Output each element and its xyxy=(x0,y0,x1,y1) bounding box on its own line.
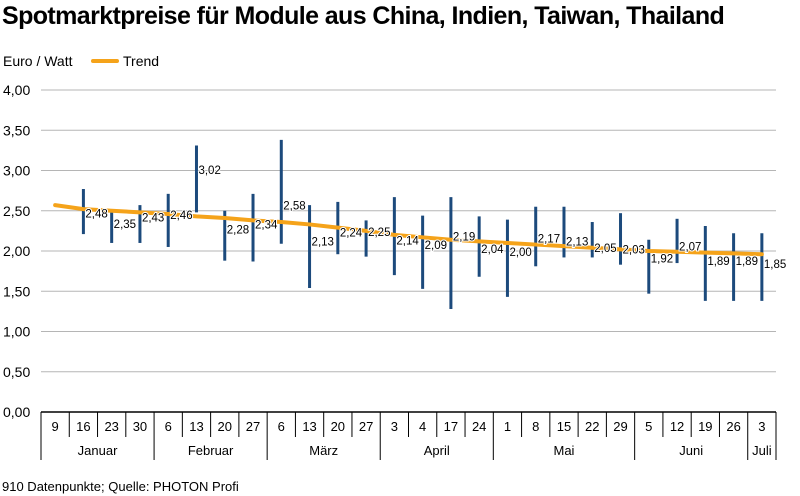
y-tick-label: 3,00 xyxy=(3,163,30,179)
x-week-label: 27 xyxy=(246,419,260,434)
data-label: 2,28 xyxy=(227,224,249,236)
y-tick-label: 0,50 xyxy=(3,364,30,380)
x-week-label: 15 xyxy=(557,419,571,434)
gridlines xyxy=(41,89,776,373)
data-label: 2,09 xyxy=(425,240,447,252)
y-tick-label: 3,50 xyxy=(3,122,30,138)
x-week-label: 12 xyxy=(670,419,684,434)
x-month-label: Februar xyxy=(188,443,234,458)
data-label: 3,02 xyxy=(198,165,220,177)
legend-trend-label: Trend xyxy=(123,53,159,69)
data-label: 2,24 xyxy=(340,228,363,240)
data-label: 1,89 xyxy=(736,256,758,268)
data-label: 2,35 xyxy=(114,219,136,231)
source-note: 910 Datenpunkte; Quelle: PHOTON Profi xyxy=(2,479,239,494)
data-label: 2,07 xyxy=(679,241,701,253)
data-label: 2,13 xyxy=(312,237,334,249)
data-label: 2,46 xyxy=(170,210,192,222)
x-week-label: 19 xyxy=(698,419,712,434)
y-axis-label: Euro / Watt xyxy=(3,53,73,69)
data-label: 2,19 xyxy=(453,232,475,244)
range-bars xyxy=(81,139,764,309)
x-week-label: 3 xyxy=(391,419,398,434)
x-week-label: 27 xyxy=(359,419,373,434)
x-week-label: 30 xyxy=(133,419,147,434)
data-label: 2,58 xyxy=(283,200,305,212)
x-axis: 9 16 23 30 6 13 20 27 6 13 20 27 3 4 17 24 1 8 15 22 29 5 12 19… xyxy=(40,411,777,460)
data-label: 2,25 xyxy=(368,227,390,239)
x-week-label: 29 xyxy=(613,419,627,434)
x-week-label: 26 xyxy=(726,419,740,434)
data-label: 2,14 xyxy=(396,236,419,248)
data-label: 2,17 xyxy=(538,233,560,245)
chart-title: Spotmarktpreise für Module aus China, In… xyxy=(2,2,725,30)
x-week-label: 13 xyxy=(302,419,316,434)
x-week-label: 8 xyxy=(532,419,539,434)
x-month-label: März xyxy=(309,443,338,458)
x-week-label: 20 xyxy=(218,419,232,434)
data-label: 2,34 xyxy=(255,220,278,232)
x-week-label: 20 xyxy=(331,419,345,434)
x-week-label: 16 xyxy=(76,419,90,434)
x-week-label: 13 xyxy=(189,419,203,434)
y-tick-label: 1,00 xyxy=(3,324,30,340)
x-month-label: Mai xyxy=(554,443,575,458)
trend-line xyxy=(53,203,764,257)
x-month-label: Januar xyxy=(78,443,118,458)
trend-series xyxy=(53,203,764,257)
y-tick-label: 4,00 xyxy=(3,82,30,98)
data-label: 2,43 xyxy=(142,212,164,224)
x-week-label: 23 xyxy=(104,419,118,434)
x-week-label: 6 xyxy=(165,419,172,434)
x-week-label: 24 xyxy=(472,419,486,434)
data-label: 1,89 xyxy=(707,256,729,268)
data-label: 1,85 xyxy=(764,259,786,271)
data-label: 1,92 xyxy=(651,253,673,265)
data-label: 2,13 xyxy=(566,237,588,249)
data-label: 2,03 xyxy=(623,245,645,257)
y-tick-label: 1,50 xyxy=(3,283,30,299)
data-label: 2,05 xyxy=(594,243,616,255)
x-week-label: 22 xyxy=(585,419,599,434)
x-week-label: 3 xyxy=(758,419,765,434)
data-label: 2,48 xyxy=(85,208,107,220)
x-week-label: 6 xyxy=(278,419,285,434)
data-label: 2,04 xyxy=(481,244,504,256)
x-week-label: 1 xyxy=(504,419,511,434)
legend: Euro / Watt Trend xyxy=(3,53,159,69)
x-month-label: Juni xyxy=(679,443,703,458)
y-tick-label: 2,00 xyxy=(3,243,30,259)
data-labels: 2,48 2,35 2,43 2,46 3,02 2,28 2,34 2,58 2,13 2,24… xyxy=(84,164,787,272)
x-week-label: 4 xyxy=(419,419,426,434)
x-month-label: Juli xyxy=(752,443,772,458)
data-label: 2,00 xyxy=(509,247,531,259)
y-tick-labels: 0,00 0,50 1,00 1,50 2,00 2,50 3,00 3,50 4,00 xyxy=(3,82,30,420)
x-week-label: 5 xyxy=(645,419,652,434)
x-week-label: 17 xyxy=(444,419,458,434)
y-tick-label: 2,50 xyxy=(3,203,30,219)
x-week-label: 9 xyxy=(52,419,59,434)
x-month-label: April xyxy=(424,443,450,458)
y-tick-label: 0,00 xyxy=(3,404,30,420)
